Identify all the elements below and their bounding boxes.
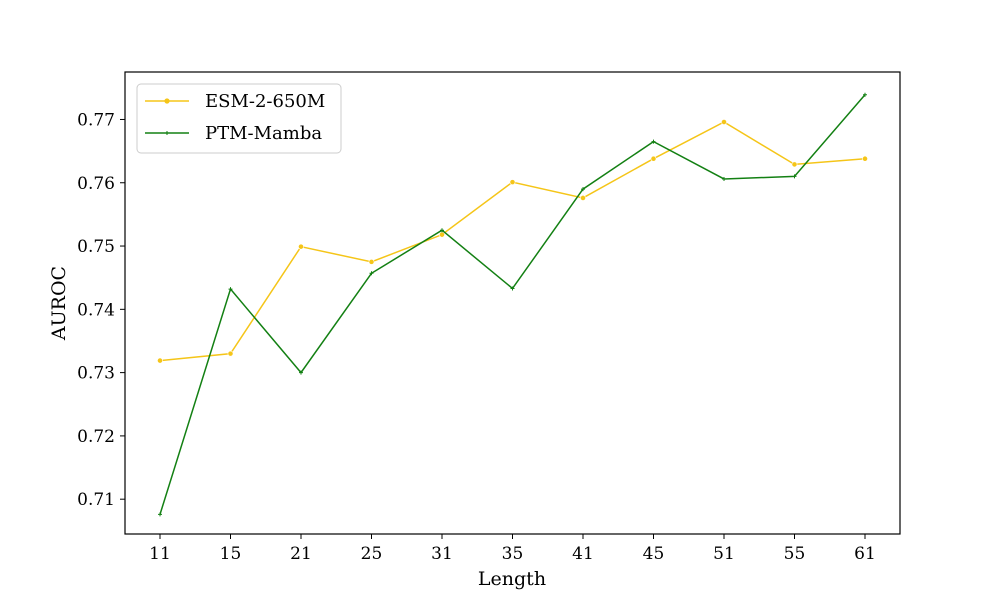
data-point-ptm-mamba bbox=[369, 271, 374, 276]
y-axis-label: AUROC bbox=[48, 266, 70, 341]
data-point-ptm-mamba bbox=[651, 139, 656, 144]
plot-marks bbox=[157, 92, 868, 517]
y-tick-label: 0.74 bbox=[77, 300, 115, 320]
data-point-esm-2-650m bbox=[298, 243, 304, 250]
y-tick-label: 0.73 bbox=[77, 364, 115, 384]
data-point-ptm-mamba bbox=[228, 287, 233, 292]
x-tick-label: 35 bbox=[502, 544, 524, 564]
x-axis-label: Length bbox=[478, 568, 546, 590]
legend-label-ptm-mamba: PTM-Mamba bbox=[205, 123, 322, 144]
legend-marker-ptm-mamba bbox=[165, 131, 169, 135]
x-tick-label: 61 bbox=[854, 544, 876, 564]
x-tick-label: 15 bbox=[220, 544, 242, 564]
data-point-ptm-mamba bbox=[510, 286, 515, 291]
legend-marker-esm-2-650m bbox=[164, 98, 170, 104]
data-point-ptm-mamba bbox=[158, 512, 162, 517]
data-point-ptm-mamba bbox=[440, 228, 444, 233]
x-tick-label: 41 bbox=[572, 544, 594, 564]
data-point-esm-2-650m bbox=[650, 155, 657, 162]
y-axis: 0.71 0.72 0.73 0.74 0.75 0.76 0.77 bbox=[77, 110, 125, 510]
data-point-esm-2-650m bbox=[157, 357, 163, 364]
y-tick-label: 0.76 bbox=[77, 174, 115, 194]
y-tick-label: 0.75 bbox=[77, 237, 115, 257]
data-point-esm-2-650m bbox=[368, 258, 375, 265]
x-tick-label: 21 bbox=[290, 544, 312, 564]
data-point-ptm-mamba bbox=[863, 92, 867, 97]
data-point-ptm-mamba bbox=[581, 187, 585, 192]
data-point-esm-2-650m bbox=[509, 179, 516, 186]
data-point-esm-2-650m bbox=[791, 161, 798, 168]
x-tick-label: 45 bbox=[643, 544, 665, 564]
x-tick-label: 51 bbox=[713, 544, 735, 564]
x-tick-label: 55 bbox=[784, 544, 806, 564]
data-point-ptm-mamba bbox=[722, 176, 726, 181]
legend-label-esm-2-650m: ESM-2-650M bbox=[205, 91, 325, 112]
y-tick-label: 0.71 bbox=[77, 490, 115, 510]
data-point-ptm-mamba bbox=[299, 370, 303, 375]
data-point-esm-2-650m bbox=[227, 350, 234, 357]
legend: ESM-2-650M PTM-Mamba bbox=[136, 83, 342, 154]
x-axis: 11 15 21 25 31 35 41 45 51 55 61 bbox=[149, 534, 876, 564]
series-line-ptm-mamba bbox=[159, 94, 866, 515]
data-point-esm-2-650m bbox=[862, 155, 868, 162]
series-line-esm-2-650m bbox=[159, 121, 866, 362]
data-point-esm-2-650m bbox=[721, 119, 727, 125]
y-tick-label: 0.72 bbox=[77, 427, 115, 447]
x-tick-label: 25 bbox=[361, 544, 383, 564]
data-point-ptm-mamba bbox=[792, 174, 797, 179]
x-tick-label: 31 bbox=[431, 544, 453, 564]
y-tick-label: 0.77 bbox=[77, 110, 115, 130]
data-point-esm-2-650m bbox=[439, 231, 445, 238]
data-point-esm-2-650m bbox=[580, 195, 586, 201]
x-tick-label: 11 bbox=[149, 544, 171, 564]
